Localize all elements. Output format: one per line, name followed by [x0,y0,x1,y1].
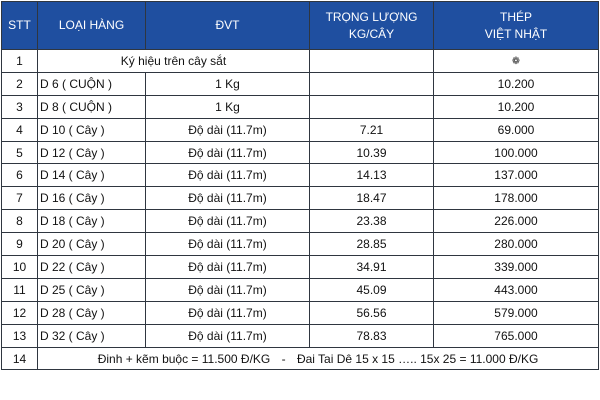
cell-stt: 6 [1,163,38,188]
note-separator: - [281,351,286,366]
table-row: 12 D 28 ( Cây ) Độ dài (11.7m) 56.56 579.000 [1,300,599,325]
cell-stt: 9 [1,232,38,257]
cell-stt: 2 [1,71,38,96]
cell-stt: 10 [1,255,38,279]
cell-unit: Độ dài (11.7m) [145,186,310,211]
header-loai-hang: LOẠI HÀNG [37,1,146,50]
header-thep: THÉP VIỆT NHẬT [433,1,599,50]
cell-note: Đinh + kẽm buộc = 11.500 Đ/KG - Đai Tai … [37,346,599,371]
cell-name: D 10 ( Cây ) [37,117,146,142]
cell-price: 10.200 [433,71,599,96]
cell-weight: 23.38 [309,209,434,234]
header-trong-luong: TRỌNG LƯỢNG KG/CÂY [309,1,434,50]
header-stt: STT [1,1,38,50]
cell-weight: 34.91 [309,255,434,279]
cell-name: D 12 ( Cây ) [37,140,146,165]
cell-weight: 18.47 [309,186,434,211]
cell-name: D 25 ( Cây ) [37,277,146,302]
header-thep-line2: VIỆT NHẬT [484,26,548,41]
mark-row: 1 Ký hiệu trên cây sắt ❁ [1,49,599,73]
steel-price-table: STT LOẠI HÀNG ĐVT TRỌNG LƯỢNG KG/CÂY THÉ… [1,1,599,371]
table-row: 11 D 25 ( Cây ) Độ dài (11.7m) 45.09 443.000 [1,277,599,302]
cell-name: D 16 ( Cây ) [37,186,146,211]
note-row: 14 Đinh + kẽm buộc = 11.500 Đ/KG - Đai T… [1,346,599,371]
cell-unit: Độ dài (11.7m) [145,300,310,325]
cell-stt: 3 [1,94,38,119]
flower-mark-icon: ❁ [511,55,521,67]
cell-mark: ❁ [433,49,599,73]
table-row: 13 D 32 ( Cây ) Độ dài (11.7m) 78.83 765.000 [1,323,599,348]
cell-price: 280.000 [433,232,599,257]
cell-unit: 1 Kg [145,71,310,96]
cell-name: D 8 ( CUỘN ) [37,94,146,119]
cell-weight: 14.13 [309,163,434,188]
cell-price: 765.000 [433,323,599,348]
note-left: Đinh + kẽm buộc = 11.500 Đ/KG [97,351,271,366]
header-row: STT LOẠI HÀNG ĐVT TRỌNG LƯỢNG KG/CÂY THÉ… [1,1,599,50]
cell-mark-label: Ký hiệu trên cây sắt [37,49,310,73]
cell-stt: 13 [1,323,38,348]
cell-name: D 6 ( CUỘN ) [37,71,146,96]
table-row: 10 D 22 ( Cây ) Độ dài (11.7m) 34.91 339.000 [1,255,599,279]
cell-stt: 8 [1,209,38,234]
cell-price: 137.000 [433,163,599,188]
cell-price: 339.000 [433,255,599,279]
header-thep-line1: THÉP [499,9,532,24]
cell-weight: 7.21 [309,117,434,142]
cell-price: 443.000 [433,277,599,302]
header-trong-luong-line2: KG/CÂY [348,26,395,41]
cell-price: 100.000 [433,140,599,165]
cell-unit: Độ dài (11.7m) [145,209,310,234]
cell-price: 178.000 [433,186,599,211]
cell-unit: Độ dài (11.7m) [145,232,310,257]
cell-price: 579.000 [433,300,599,325]
cell-weight [309,94,434,119]
cell-price: 226.000 [433,209,599,234]
cell-stt: 14 [1,346,38,371]
note-right: Đai Tai Dê 15 x 15 ….. 15x 25 = 11.000 Đ… [296,351,539,366]
cell-name: D 18 ( Cây ) [37,209,146,234]
cell-stt: 5 [1,140,38,165]
header-trong-luong-line1: TRỌNG LƯỢNG [325,9,418,24]
cell-unit: Độ dài (11.7m) [145,117,310,142]
cell-unit: 1 Kg [145,94,310,119]
cell-weight: 28.85 [309,232,434,257]
cell-price: 69.000 [433,117,599,142]
cell-weight: 45.09 [309,277,434,302]
cell-weight: 56.56 [309,300,434,325]
cell-weight: 78.83 [309,323,434,348]
cell-name: D 20 ( Cây ) [37,232,146,257]
cell-price: 10.200 [433,94,599,119]
cell-stt: 12 [1,300,38,325]
header-dvt: ĐVT [145,1,310,50]
cell-stt: 7 [1,186,38,211]
cell-name: D 22 ( Cây ) [37,255,146,279]
cell-stt: 11 [1,277,38,302]
cell-weight [309,71,434,96]
cell-unit: Độ dài (11.7m) [145,140,310,165]
cell-name: D 28 ( Cây ) [37,300,146,325]
cell-name: D 32 ( Cây ) [37,323,146,348]
cell-unit: Độ dài (11.7m) [145,277,310,302]
cell-stt: 1 [1,49,38,73]
cell-unit: Độ dài (11.7m) [145,323,310,348]
cell-unit: Độ dài (11.7m) [145,255,310,279]
cell-stt: 4 [1,117,38,142]
cell-unit: Độ dài (11.7m) [145,163,310,188]
cell-name: D 14 ( Cây ) [37,163,146,188]
cell-weight: 10.39 [309,140,434,165]
cell-weight [309,49,434,73]
